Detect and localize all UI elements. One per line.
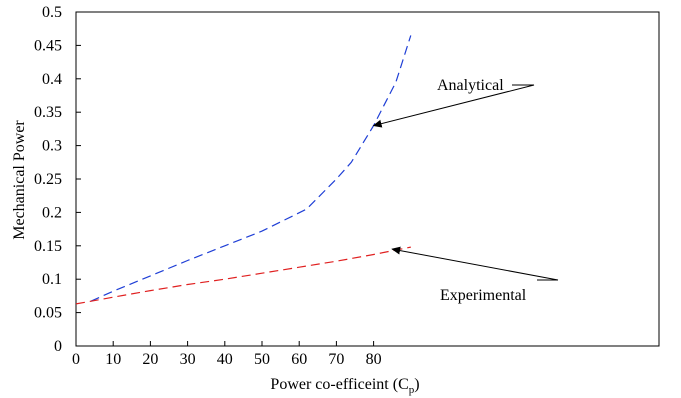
annotation-label-experimental: Experimental (440, 287, 527, 304)
y-tick-label: 0.3 (42, 138, 62, 155)
annotation-arrow-experimental (391, 246, 559, 281)
annotation-layer: Analytical Experimental (372, 77, 559, 304)
x-axis-title-subscript: p (409, 384, 415, 396)
annotation-arrow-analytical (372, 84, 535, 128)
y-tick-label: 0.1 (42, 271, 62, 288)
x-tick-label: 60 (291, 351, 307, 368)
y-tick-label: 0.4 (42, 71, 62, 88)
y-tick-label: 0.2 (42, 204, 62, 221)
x-axis-ticks: 0 10 20 30 40 50 60 70 80 (72, 341, 382, 368)
y-tick-label: 0.05 (34, 305, 62, 322)
y-tick-label: 0.45 (34, 37, 62, 54)
x-tick-label: 40 (217, 351, 233, 368)
x-tick-label: 70 (328, 351, 344, 368)
x-tick-label: 20 (142, 351, 158, 368)
x-axis-title-text: Power co-efficeint (C (270, 376, 408, 393)
y-tick-label: 0 (54, 338, 62, 355)
y-tick-label: 0.35 (34, 104, 62, 121)
y-tick-label: 0.25 (34, 171, 62, 188)
y-tick-label: 0.5 (42, 4, 62, 21)
series-line-analytical (90, 35, 412, 302)
x-tick-label: 80 (366, 351, 382, 368)
x-tick-label: 10 (105, 351, 121, 368)
annotation-label-analytical: Analytical (437, 77, 504, 94)
x-axis-title-close: ) (414, 376, 419, 393)
x-axis-title: Power co-efficeint (Cp) (270, 376, 419, 396)
x-tick-label: 50 (254, 351, 270, 368)
series-line-experimental (75, 246, 411, 305)
x-tick-label: 0 (72, 351, 80, 368)
series-layer (75, 35, 412, 305)
y-axis-title: Mechanical Power (11, 120, 28, 240)
plot-frame (75, 11, 660, 347)
x-tick-label: 30 (180, 351, 196, 368)
y-axis-ticks: 0 0.05 0.1 0.15 0.2 0.25 0.3 0.35 0.4 0.45 0.5 (34, 4, 81, 355)
y-tick-label: 0.15 (34, 238, 62, 255)
